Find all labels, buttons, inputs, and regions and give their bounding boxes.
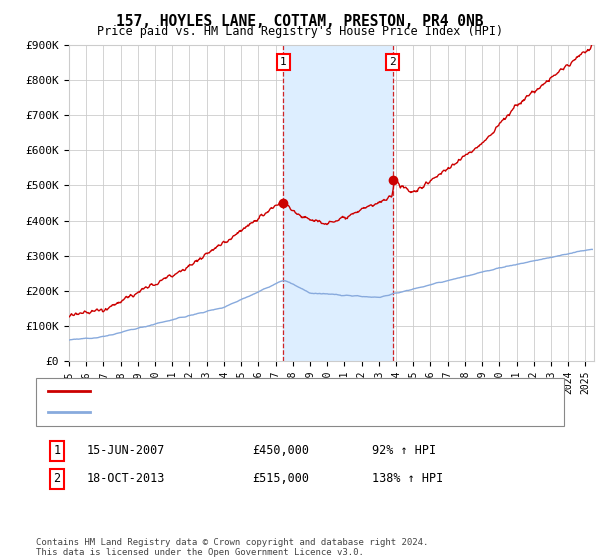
Text: 92% ↑ HPI: 92% ↑ HPI	[372, 444, 436, 458]
Text: 15-JUN-2007: 15-JUN-2007	[87, 444, 166, 458]
Text: 157, HOYLES LANE, COTTAM, PRESTON, PR4 0NB (detached house): 157, HOYLES LANE, COTTAM, PRESTON, PR4 0…	[99, 386, 497, 396]
Bar	[283, 45, 392, 361]
Text: Price paid vs. HM Land Registry's House Price Index (HPI): Price paid vs. HM Land Registry's House …	[97, 25, 503, 38]
Text: HPI: Average price, detached house, Preston: HPI: Average price, detached house, Pres…	[99, 407, 389, 417]
Text: 1: 1	[280, 57, 287, 67]
Text: 1: 1	[53, 444, 61, 458]
Text: 18-OCT-2013: 18-OCT-2013	[87, 472, 166, 486]
Text: 2: 2	[389, 57, 396, 67]
Text: £515,000: £515,000	[252, 472, 309, 486]
Text: 2: 2	[53, 472, 61, 486]
Text: 138% ↑ HPI: 138% ↑ HPI	[372, 472, 443, 486]
Text: Contains HM Land Registry data © Crown copyright and database right 2024.
This d: Contains HM Land Registry data © Crown c…	[36, 538, 428, 557]
Text: £450,000: £450,000	[252, 444, 309, 458]
Text: 157, HOYLES LANE, COTTAM, PRESTON, PR4 0NB: 157, HOYLES LANE, COTTAM, PRESTON, PR4 0…	[116, 14, 484, 29]
